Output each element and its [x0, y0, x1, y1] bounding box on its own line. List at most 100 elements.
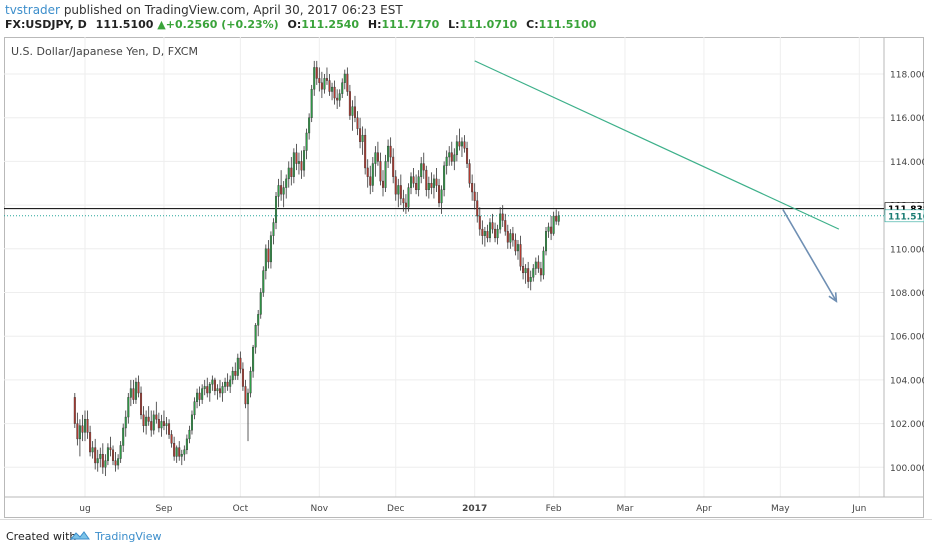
price-tick-label: 110.0000 [890, 245, 924, 255]
candle-body [168, 423, 171, 435]
candle-body [290, 167, 293, 177]
candle-body [359, 128, 362, 142]
candle-body [160, 421, 163, 429]
candle-body [381, 180, 384, 188]
candle-body [297, 161, 300, 164]
candle-body [173, 443, 176, 457]
candle-body [371, 163, 374, 186]
candle-body [101, 453, 104, 468]
candle-body [527, 268, 530, 282]
candle-body [412, 176, 415, 184]
candle-body [555, 215, 558, 222]
candle-body [430, 183, 433, 188]
candle-body [346, 73, 349, 92]
candle-body [325, 78, 328, 81]
candle-body [272, 222, 275, 236]
candle-body [112, 449, 115, 461]
candle-body [185, 438, 188, 451]
candle-body [427, 183, 430, 191]
candle-body [491, 222, 494, 230]
candle-body [392, 156, 395, 177]
candle-body [356, 117, 359, 129]
candle-body [336, 97, 339, 101]
low-label: L: [448, 18, 460, 31]
candle-body [190, 414, 193, 431]
candle-body [257, 314, 260, 326]
candle-body [338, 93, 341, 101]
candle-body [150, 421, 153, 431]
candle-body [147, 416, 150, 422]
candle-body [460, 141, 463, 147]
change-value: +0.2560 (+0.23%) [165, 18, 279, 31]
candle-body [478, 215, 481, 230]
candle-body [471, 183, 474, 193]
candle-body [320, 82, 323, 90]
candle-body [458, 141, 461, 147]
candle-body [328, 80, 331, 92]
symbol-name: FX:USDJPY, D [5, 18, 87, 31]
candle-body [532, 268, 535, 278]
candle-body [542, 250, 545, 276]
tradingview-link[interactable]: TradingView [95, 530, 162, 543]
candle-body [407, 187, 410, 208]
candle-body [404, 202, 407, 208]
open-value: 111.2540 [301, 18, 360, 31]
price-chart[interactable]: 100.0000 102.0000 104.0000 106.0000 108.0000… [4, 37, 924, 518]
low-value: 111.0710 [459, 18, 518, 31]
candle-body [203, 386, 206, 389]
candle-body [119, 445, 122, 459]
candle-body [155, 414, 158, 420]
candle-body [468, 163, 471, 184]
candle-body [529, 277, 532, 282]
candle-body [310, 89, 313, 118]
candle-body [83, 419, 86, 433]
candle-body [262, 270, 265, 293]
candle-body [333, 86, 336, 99]
candle-body [162, 421, 165, 426]
candle-body [448, 152, 451, 158]
candle-body [264, 248, 267, 271]
candle-body [438, 185, 441, 204]
candle-body [137, 381, 140, 394]
time-tick-label: ug [79, 504, 90, 514]
candle-body [282, 187, 285, 195]
candle-body [104, 460, 107, 468]
candle-body [86, 419, 89, 433]
projection-arrow [782, 209, 838, 302]
candle-body [211, 379, 214, 385]
candle-body [109, 447, 112, 451]
candle-body [504, 220, 507, 232]
candle-body [315, 67, 318, 79]
candle-body [129, 388, 132, 398]
candle-body [285, 178, 288, 188]
candle-body [351, 106, 354, 116]
created-with-label: Created with [6, 530, 77, 543]
publish-info: tvstrader published on TradingView.com, … [5, 3, 403, 17]
candle-body [445, 156, 448, 166]
candle-body [157, 419, 160, 429]
quote-line: FX:USDJPY, D 111.5100 ▲+0.2560 (+0.23%) … [5, 18, 596, 31]
price-tick-label: 108.0000 [890, 289, 924, 299]
candle-body [127, 397, 130, 418]
candle-body [99, 453, 102, 459]
price-tick-label: 118.0000 [890, 71, 924, 81]
candle-body [259, 292, 262, 315]
time-tick-label: Mar [616, 504, 633, 514]
candle-body [124, 416, 127, 429]
candle-body [277, 185, 280, 197]
candle-body [224, 381, 227, 387]
candle-body [145, 416, 148, 426]
candle-body [239, 357, 242, 370]
chart-frame [4, 37, 924, 518]
candle-body [519, 244, 522, 267]
price-tick-label: 114.0000 [890, 158, 924, 168]
candle-body [387, 145, 390, 162]
author-link[interactable]: tvstrader [5, 3, 60, 17]
candle-body [275, 196, 278, 223]
candle-body [267, 248, 270, 263]
time-tick-label: Apr [696, 504, 712, 514]
candle-body [236, 357, 239, 376]
candle-body [300, 161, 303, 171]
candle-body [550, 226, 553, 234]
candle-body [488, 222, 491, 239]
